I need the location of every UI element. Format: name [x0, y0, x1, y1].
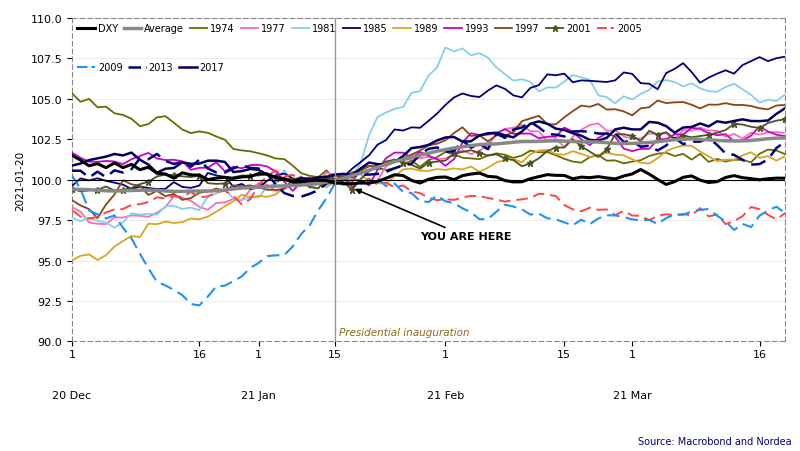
Legend: 2009, 2013, 2017: 2009, 2013, 2017	[74, 59, 228, 77]
Text: 21 Feb: 21 Feb	[427, 390, 464, 400]
Text: 20 Dec: 20 Dec	[53, 390, 91, 400]
Text: 21 Jan: 21 Jan	[242, 390, 276, 400]
Text: YOU ARE HERE: YOU ARE HERE	[356, 190, 511, 242]
Y-axis label: 2021-01-20: 2021-01-20	[15, 150, 25, 210]
Text: 21 Mar: 21 Mar	[613, 390, 651, 400]
Text: Presidential inauguration: Presidential inauguration	[339, 327, 470, 337]
Text: Source: Macrobond and Nordea: Source: Macrobond and Nordea	[638, 437, 792, 446]
